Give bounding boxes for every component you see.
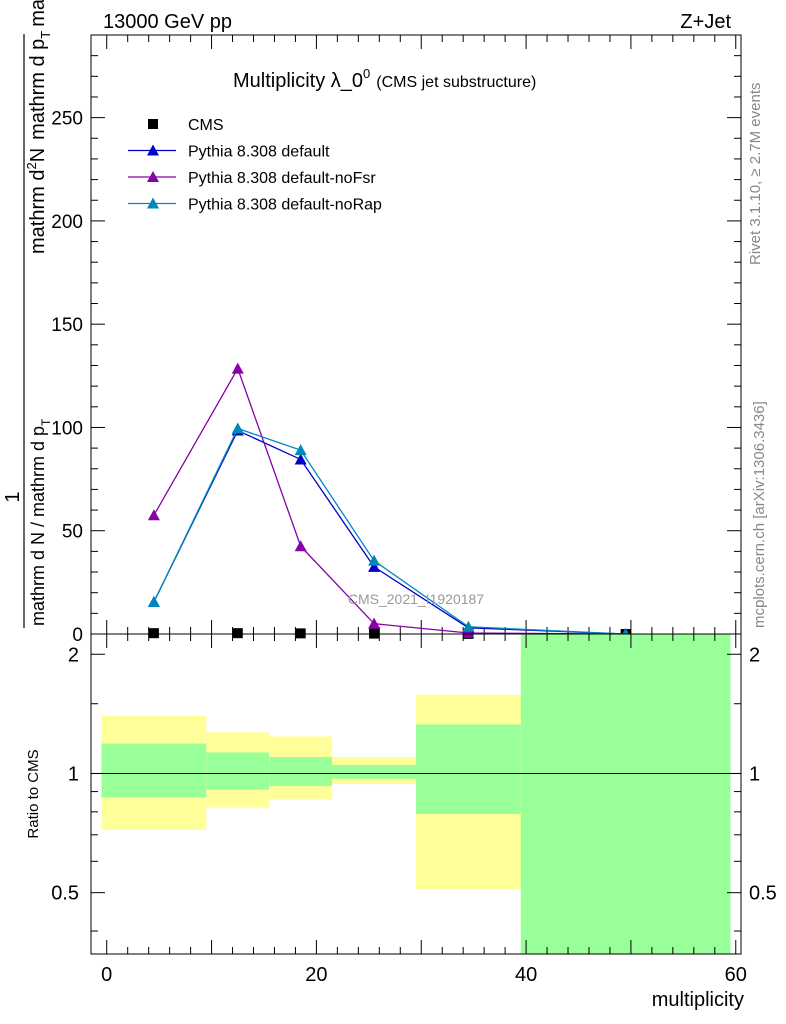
ylabel-bottom-sub2: T: [38, 31, 53, 39]
ratio-tick-label: 0.5: [51, 883, 79, 905]
ratio-ylabel: Ratio to CMS: [25, 749, 42, 838]
x-axis-label: multiplicity: [652, 989, 744, 1011]
ratio-tick-label: 2: [68, 644, 79, 666]
series-line: [153, 429, 626, 635]
data-point: [231, 362, 244, 374]
main-title-sub: (CMS jet substructure): [376, 74, 536, 91]
data-point: [294, 453, 307, 465]
y-tick-label: 250: [51, 109, 83, 130]
data-point: [147, 509, 160, 521]
watermark: CMS_2021_I1920187: [348, 591, 484, 607]
legend-marker: [148, 119, 158, 129]
x-tick-label: 60: [725, 964, 747, 986]
ratio-band-inner: [269, 757, 333, 786]
header-right: Z+Jet: [680, 11, 731, 33]
ratio-tick-label-right: 1: [749, 763, 760, 785]
legend-marker: [147, 171, 159, 182]
legend-label: Pythia 8.308 default: [188, 144, 330, 161]
ratio-tick-label-right: 2: [749, 644, 760, 666]
ratio-bands: [101, 634, 731, 954]
data-point: [368, 617, 381, 629]
y-tick-label: 100: [51, 418, 83, 439]
rivet-label: Rivet 3.1.10, ≥ 2.7M events: [747, 83, 764, 266]
header-left: 13000 GeV pp: [103, 11, 232, 33]
ratio-band-inner: [416, 724, 521, 814]
ylabel-bottom2: mathrm d p: [27, 39, 49, 140]
ylabel-numerator-a: mathrm d: [27, 170, 49, 254]
ratio-band-inner: [101, 743, 207, 798]
main-title-text: Multiplicity λ_0: [233, 70, 363, 92]
main-y-ticks: 0 50 100 150 200 250: [51, 55, 741, 646]
x-tick-label: 0: [101, 964, 112, 986]
data-point: [462, 620, 475, 632]
legend-label: Pythia 8.308 default-noFsr: [188, 170, 376, 187]
data-point: [294, 444, 307, 456]
y-tick-label: 200: [51, 212, 83, 233]
data-point: [147, 595, 160, 607]
mcplots-label: mcplots.cern.ch [arXiv:1306.3436]: [751, 401, 768, 628]
data-point: [148, 628, 159, 639]
y-tick-label: 0: [72, 625, 83, 646]
ratio-panel: 0.5 0.5 1 1 2 2 0 20 40 60: [51, 633, 777, 986]
data-point: [232, 628, 243, 639]
legend-label: CMS: [188, 117, 224, 134]
data-point: [368, 554, 381, 566]
series-line: [153, 367, 626, 635]
main-title-sup: 0: [363, 66, 370, 81]
ylabel-top: 1: [2, 491, 24, 502]
legend-label: Pythia 8.308 default-noRap: [188, 197, 382, 214]
data-point: [368, 560, 381, 572]
series-noFsr: [147, 362, 632, 639]
data-point: [231, 422, 244, 434]
x-tick-label: 20: [305, 964, 327, 986]
ylabel-denominator: mathrm d N / mathrm d pT: [28, 418, 53, 626]
ratio-band-inner: [332, 765, 416, 779]
legend: CMS Pythia 8.308 default Pythia 8.308 defa…: [128, 117, 382, 214]
ratio-band-inner: [206, 752, 270, 790]
ratio-tick-label: 1: [68, 763, 79, 785]
ylabel-bottom: mathrm d N / mathrm d p: [28, 426, 48, 626]
data-point: [294, 540, 307, 552]
ylabel-bottom3: mathrm d lambda: [27, 0, 49, 27]
ratio-x-ticks: 0 20 40 60: [101, 634, 747, 986]
data-point: [295, 628, 306, 639]
legend-marker: [147, 144, 159, 156]
data-point: [462, 626, 475, 638]
ratio-frame: [90, 633, 742, 955]
ratio-band-inner: [520, 634, 731, 954]
y-tick-label: 150: [51, 315, 83, 336]
ylabel-bottom-sub: T: [39, 418, 53, 426]
main-title: Multiplicity λ_00 (CMS jet substructure): [233, 66, 536, 92]
y-tick-label: 50: [62, 522, 83, 543]
ratio-y-ticks: 0.5 0.5 1 1 2 2: [51, 644, 777, 932]
legend-marker: [147, 197, 159, 209]
ylabel-numerator-sup: 2: [24, 162, 39, 169]
ylabel-numerator-b: N: [27, 148, 49, 162]
series-line: [153, 427, 626, 635]
x-tick-label: 40: [515, 964, 537, 986]
ratio-tick-label-right: 0.5: [749, 883, 777, 905]
